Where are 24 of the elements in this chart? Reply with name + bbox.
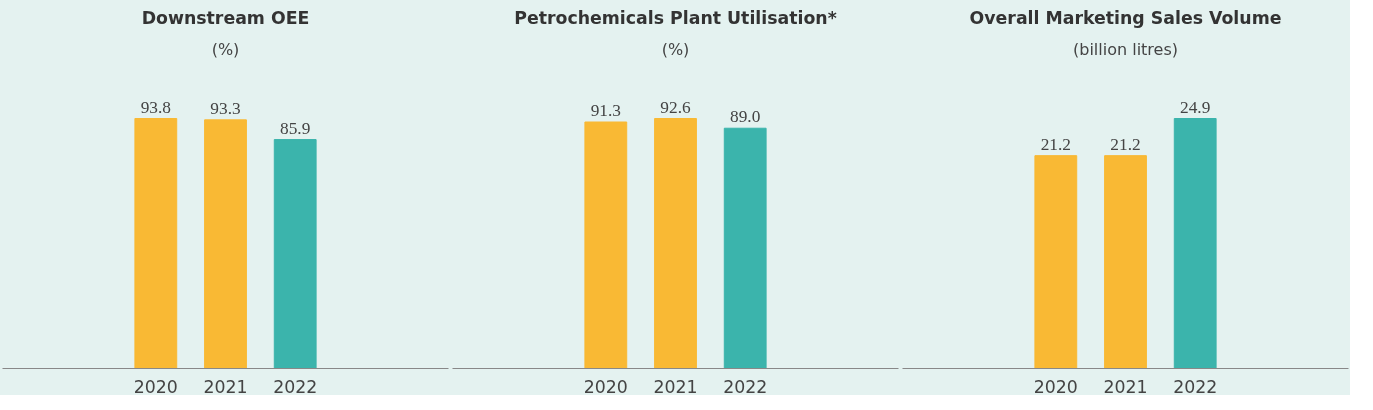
data-label: 93.3 bbox=[210, 98, 241, 118]
x-tick-label: 2020 bbox=[1033, 376, 1078, 397]
chart-title: Downstream OEE bbox=[141, 7, 310, 28]
x-tick-label: 2022 bbox=[723, 376, 768, 397]
chart-title: Petrochemicals Plant Utilisation* bbox=[514, 7, 837, 28]
data-label: 24.9 bbox=[1180, 97, 1211, 117]
data-label: 89.0 bbox=[730, 107, 761, 127]
chart-subtitle: (%) bbox=[211, 39, 240, 59]
x-tick-label: 2020 bbox=[133, 376, 178, 397]
data-label: 91.3 bbox=[590, 101, 621, 121]
data-label: 21.2 bbox=[1110, 134, 1141, 154]
x-tick-label: 2022 bbox=[1173, 376, 1218, 397]
x-tick-label: 2020 bbox=[583, 376, 628, 397]
x-tick-label: 2021 bbox=[203, 376, 248, 397]
chart-subtitle: (%) bbox=[661, 39, 690, 59]
chart-subtitle: (billion litres) bbox=[1073, 39, 1179, 59]
data-label: 92.6 bbox=[660, 97, 691, 117]
data-label: 21.2 bbox=[1040, 134, 1071, 154]
data-label: 85.9 bbox=[280, 118, 311, 138]
x-tick-label: 2022 bbox=[273, 376, 318, 397]
x-tick-label: 2021 bbox=[1103, 376, 1148, 397]
chart-title: Overall Marketing Sales Volume bbox=[969, 7, 1282, 28]
x-tick-label: 2021 bbox=[653, 376, 698, 397]
data-label: 93.8 bbox=[140, 97, 171, 117]
